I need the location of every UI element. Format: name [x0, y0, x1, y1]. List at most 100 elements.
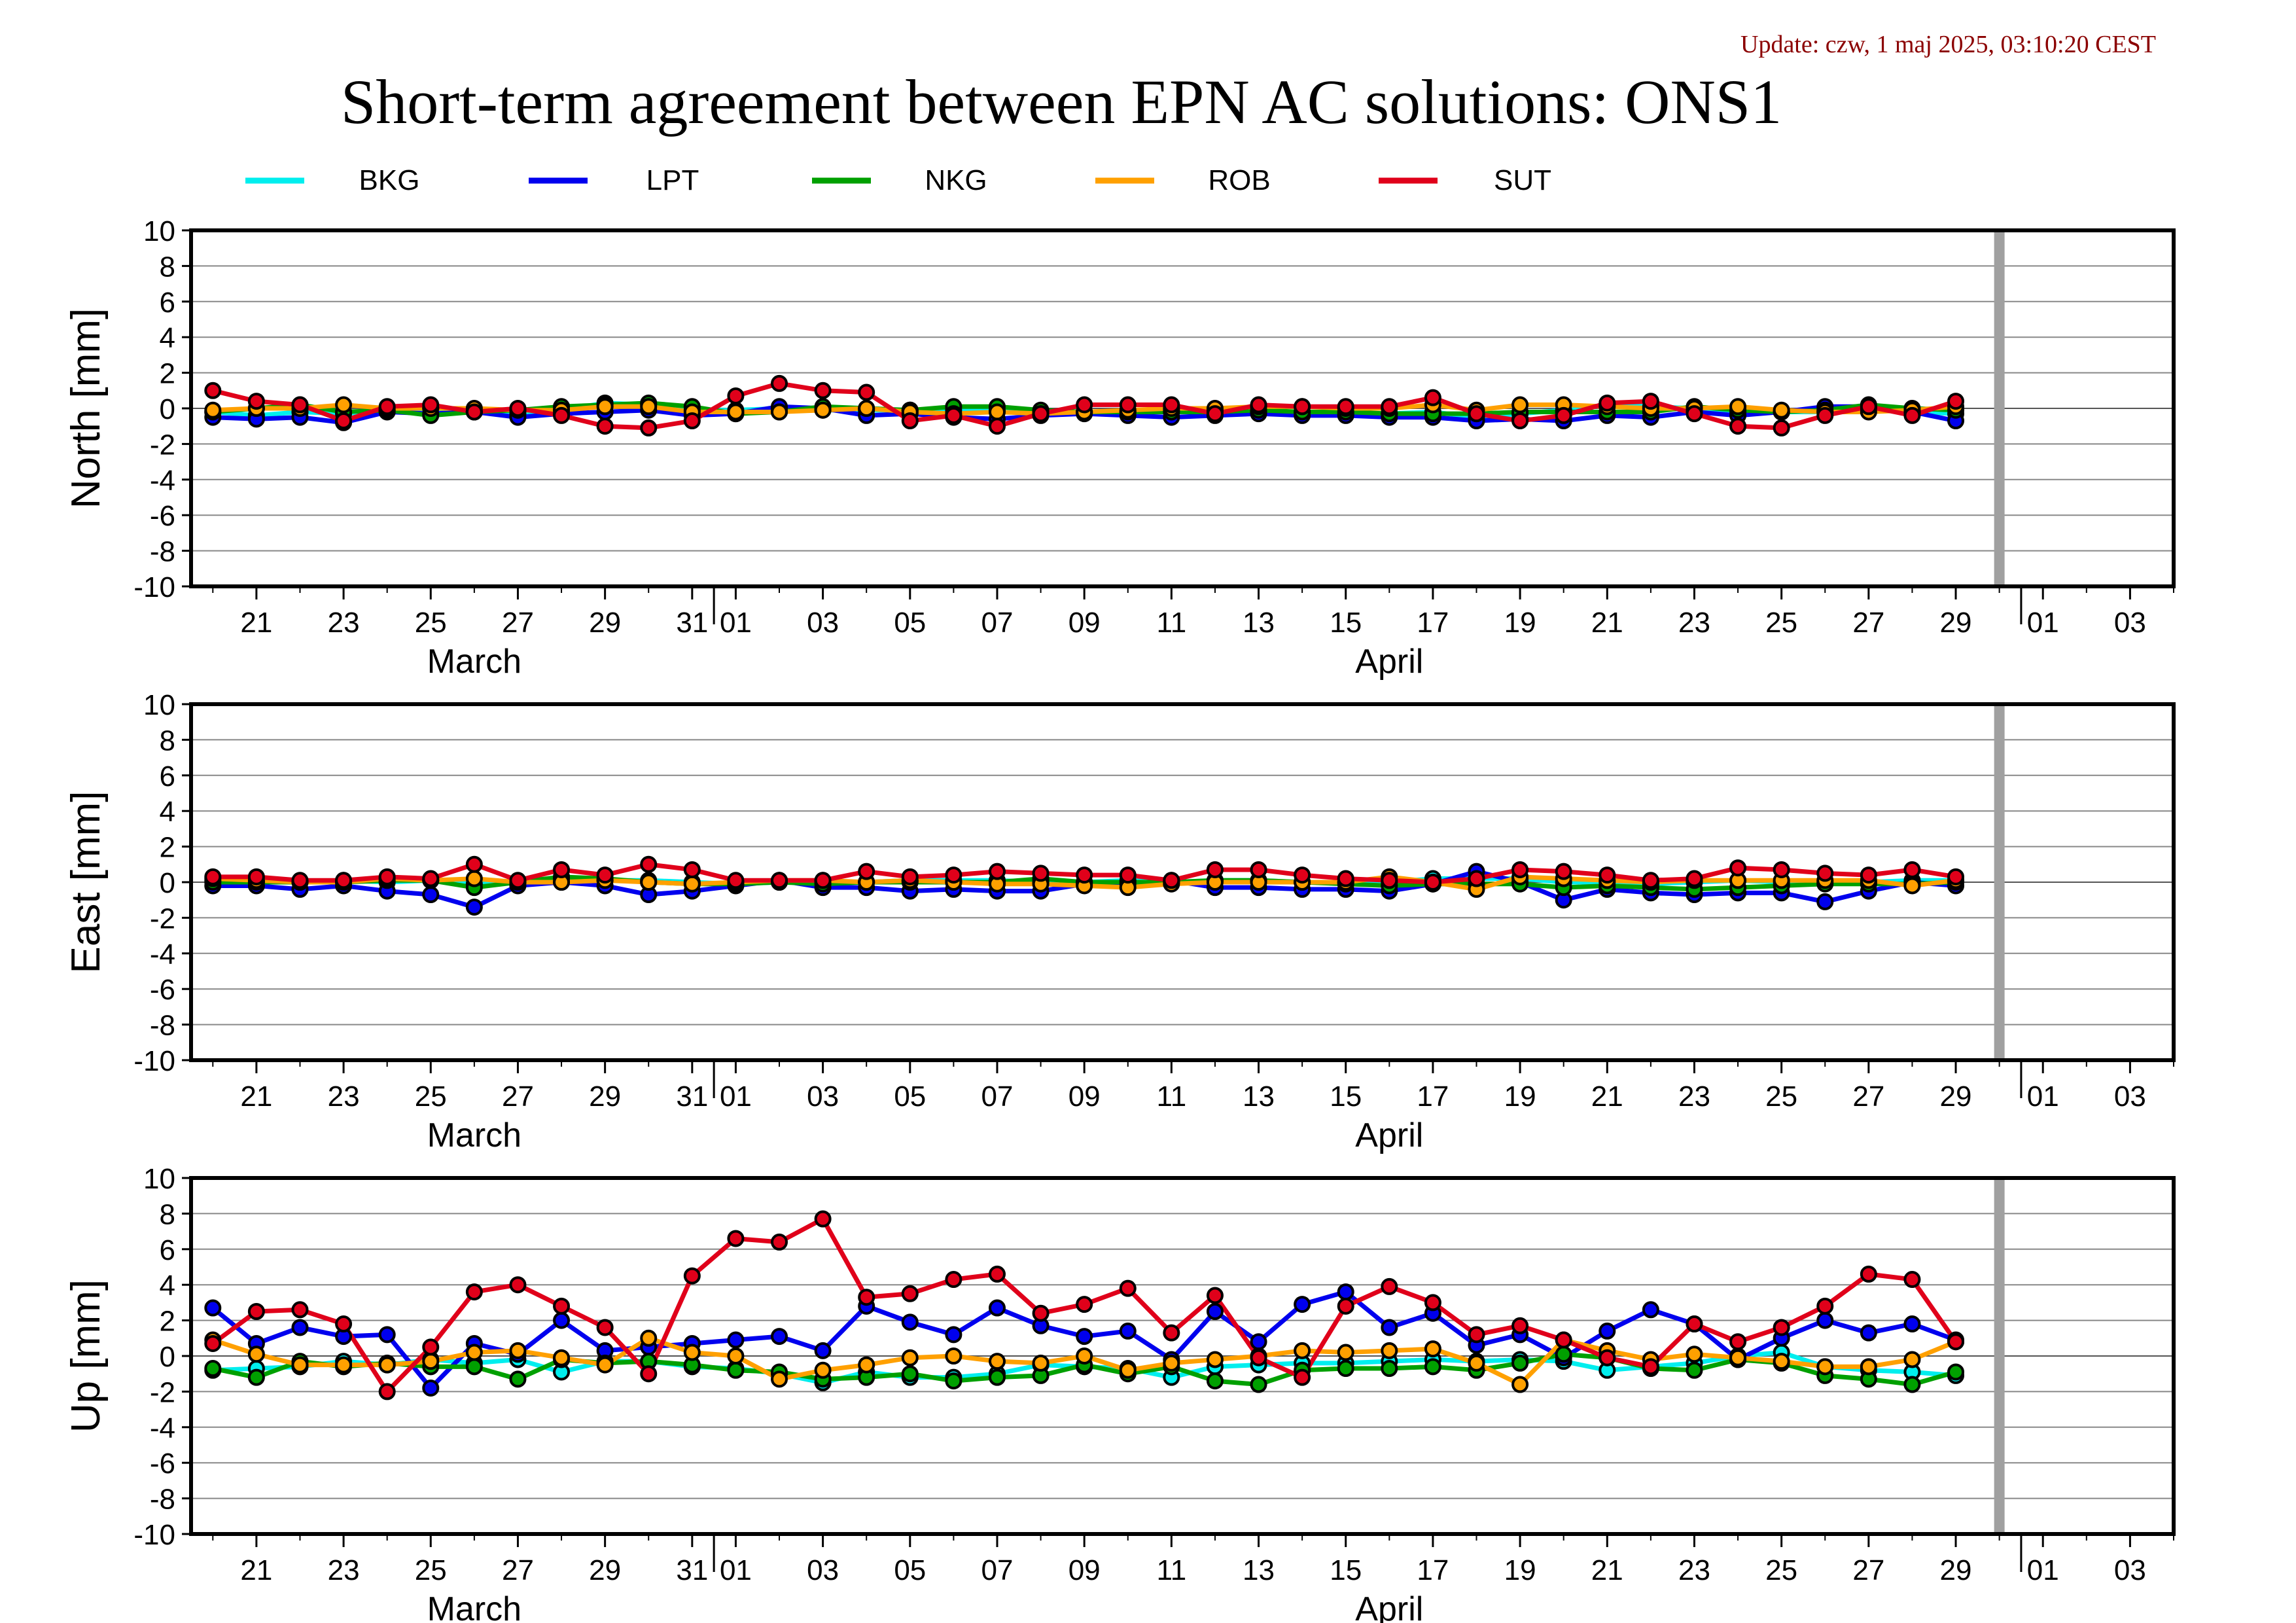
- data-point-sut: [727, 387, 745, 404]
- month-label: March: [427, 643, 521, 681]
- y-tick-label: -8: [150, 1010, 175, 1042]
- data-point-sut: [1816, 1297, 1834, 1315]
- data-point-sut: [858, 1289, 875, 1306]
- data-point-sut: [1076, 866, 1093, 884]
- x-tick-label: 23: [1678, 1080, 1710, 1113]
- data-point-sut: [422, 1338, 440, 1356]
- x-tick-label: 19: [1504, 1554, 1536, 1586]
- data-point-rob: [1163, 1354, 1180, 1372]
- data-point-rob: [335, 1356, 353, 1374]
- data-point-lpt: [945, 1326, 963, 1344]
- data-point-sut: [1424, 1294, 1441, 1311]
- data-point-sut: [335, 412, 353, 430]
- data-point-lpt: [1294, 1296, 1311, 1313]
- data-point-rob: [1729, 398, 1747, 416]
- data-point-rob: [422, 1353, 440, 1370]
- data-point-sut: [771, 1233, 788, 1251]
- x-tick-label: 03: [807, 1554, 839, 1586]
- data-point-sut: [1032, 1304, 1050, 1322]
- x-tick-label: 21: [240, 1554, 272, 1586]
- data-point-rob: [683, 1344, 701, 1361]
- data-point-rob: [814, 401, 832, 419]
- current-day-marker: [1994, 1178, 2005, 1534]
- x-tick-label: 29: [589, 1080, 621, 1113]
- data-point-rob: [1337, 1344, 1354, 1361]
- data-point-sut: [1250, 396, 1267, 414]
- data-point-sut: [291, 396, 309, 414]
- data-point-sut: [1206, 1287, 1224, 1304]
- data-point-nkg: [1511, 1354, 1529, 1372]
- data-point-sut: [1729, 1333, 1747, 1351]
- data-point-lpt: [901, 1313, 919, 1331]
- data-point-sut: [771, 872, 788, 889]
- data-point-sut: [1468, 405, 1485, 423]
- x-tick-label: 03: [807, 1080, 839, 1113]
- data-point-sut: [1511, 861, 1529, 878]
- update-timestamp: Update: czw, 1 maj 2025, 03:10:20 CEST: [1740, 31, 2156, 58]
- data-point-lpt: [378, 1326, 396, 1344]
- legend-label-lpt: LPT: [646, 164, 699, 196]
- data-point-lpt: [1206, 1303, 1224, 1320]
- x-tick-label: 03: [2114, 1554, 2146, 1586]
- x-tick-label: 19: [1504, 607, 1536, 639]
- y-tick-label: 2: [160, 358, 175, 390]
- panel-up: 108 6 4 20-2 -4 -6 -8-10 Up [mm] 21 23 25 27 29 31 01 0…: [63, 1163, 2176, 1623]
- x-tick-label: 15: [1330, 1080, 1362, 1113]
- data-point-rob: [1032, 1354, 1050, 1372]
- data-point-sut: [858, 383, 875, 401]
- x-tick-label: 01: [2027, 1080, 2059, 1113]
- data-point-rob: [683, 875, 701, 893]
- data-point-sut: [509, 1276, 527, 1294]
- data-point-sut: [596, 866, 614, 884]
- x-tick-label: 21: [240, 1080, 272, 1113]
- data-point-lpt: [422, 1379, 440, 1397]
- data-point-sut: [945, 866, 963, 884]
- data-point-sut: [1381, 1277, 1398, 1295]
- x-tick-label: 29: [1940, 1080, 1972, 1113]
- x-tick-label: 27: [1852, 607, 1884, 639]
- data-point-sut: [553, 406, 571, 424]
- data-point-sut: [1642, 393, 1659, 410]
- data-point-sut: [1816, 865, 1834, 882]
- x-tick-label: 17: [1417, 607, 1449, 639]
- data-point-sut: [1424, 874, 1441, 891]
- y-tick-label: 10: [143, 215, 175, 247]
- x-tick-label: 27: [502, 607, 534, 639]
- data-point-rob: [596, 398, 614, 416]
- data-point-sut: [1294, 398, 1311, 416]
- y-tick-label: 8: [160, 724, 175, 757]
- current-day-marker: [1994, 704, 2005, 1060]
- data-point-rob: [1860, 1358, 1877, 1376]
- data-point-sut: [640, 855, 658, 873]
- data-point-sut: [640, 419, 658, 437]
- y-tick-label: 4: [160, 322, 175, 354]
- data-point-sut: [1555, 1331, 1572, 1349]
- x-tick-label: 13: [1243, 1554, 1275, 1586]
- y-tick-label: 4: [160, 796, 175, 828]
- data-point-sut: [1947, 393, 1965, 410]
- data-point-nkg: [1206, 1372, 1224, 1390]
- data-point-rob: [1206, 1351, 1224, 1368]
- data-point-sut: [1860, 1265, 1877, 1283]
- y-tick-label: 2: [160, 1306, 175, 1338]
- x-tick-label: 27: [1852, 1080, 1884, 1113]
- data-point-rob: [465, 1344, 483, 1361]
- data-point-rob: [1119, 1361, 1137, 1379]
- data-point-rob: [1511, 396, 1529, 414]
- x-tick-label: 25: [1765, 607, 1797, 639]
- data-point-rob: [1076, 1347, 1093, 1364]
- data-point-sut: [1903, 1271, 1921, 1289]
- x-tick-label: 09: [1069, 1080, 1101, 1113]
- data-point-nkg: [945, 1372, 963, 1390]
- data-point-sut: [1511, 412, 1529, 430]
- data-point-sut: [727, 1230, 745, 1247]
- data-point-lpt: [988, 1299, 1006, 1317]
- data-point-rob: [1773, 401, 1790, 419]
- data-point-rob: [465, 870, 483, 887]
- data-point-sut: [1773, 1319, 1790, 1336]
- x-tick-label: 27: [1852, 1554, 1884, 1586]
- data-point-sut: [1337, 398, 1354, 416]
